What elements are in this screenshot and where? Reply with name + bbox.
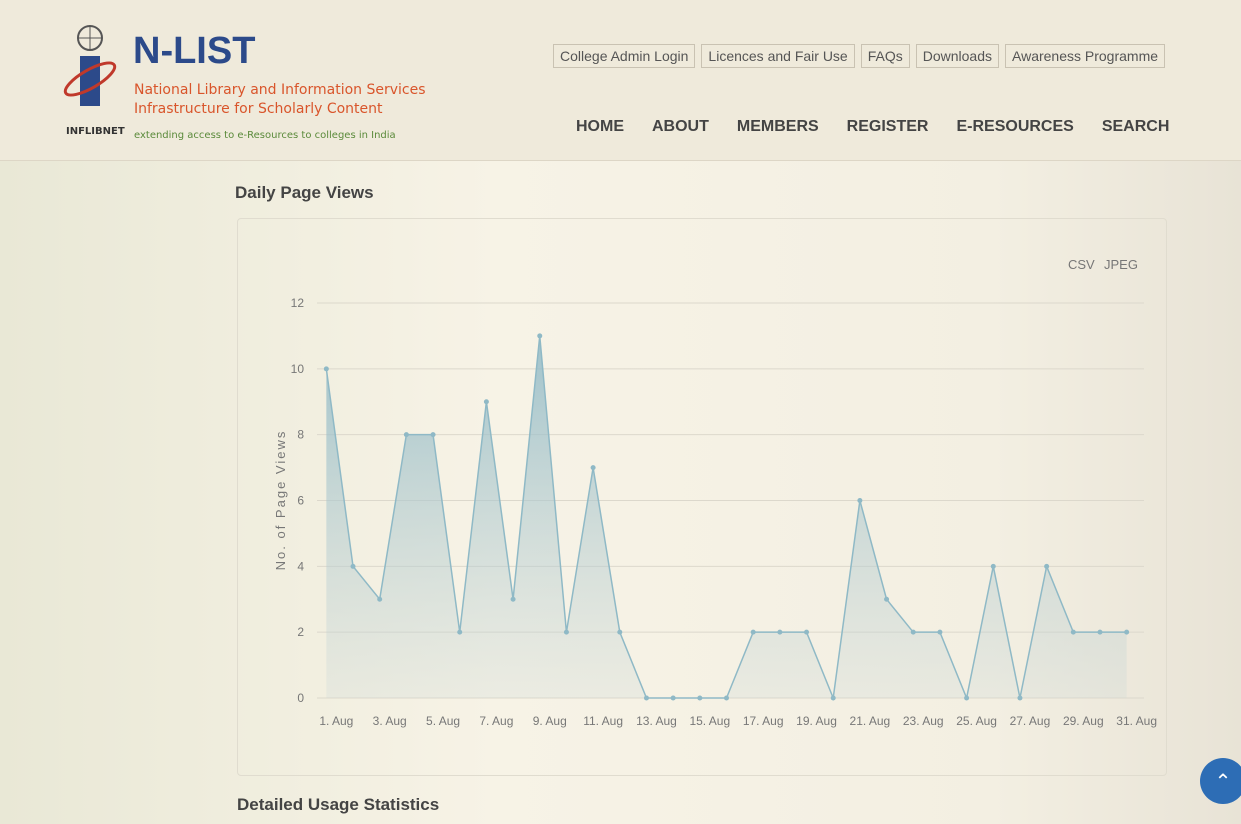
point: [884, 597, 889, 602]
point: [857, 498, 862, 503]
y-tick-label: 0: [297, 691, 304, 705]
page: INFLIBNET N-LIST National Library and In…: [0, 0, 1241, 824]
point: [991, 564, 996, 569]
y-tick-label: 6: [297, 494, 304, 508]
point: [537, 333, 542, 338]
y-tick-label: 12: [291, 296, 305, 310]
y-axis-title: No. of Page Views: [273, 430, 288, 571]
point: [484, 399, 489, 404]
point: [511, 597, 516, 602]
y-tick-label: 8: [297, 428, 304, 442]
y-tick-label: 10: [291, 362, 305, 376]
x-tick-label: 23. Aug: [903, 714, 944, 728]
x-tick-label: 17. Aug: [743, 714, 784, 728]
point: [324, 366, 329, 371]
point: [1071, 630, 1076, 635]
x-tick-label: 9. Aug: [533, 714, 567, 728]
area: [326, 336, 1126, 698]
point: [564, 630, 569, 635]
point: [1124, 630, 1129, 635]
x-tick-label: 3. Aug: [373, 714, 407, 728]
point: [1097, 630, 1102, 635]
point: [777, 630, 782, 635]
x-tick-label: 21. Aug: [850, 714, 891, 728]
x-tick-label: 1. Aug: [319, 714, 353, 728]
point: [1017, 696, 1022, 701]
point: [831, 696, 836, 701]
x-tick-label: 7. Aug: [479, 714, 513, 728]
x-tick-label: 29. Aug: [1063, 714, 1104, 728]
scroll-top-button[interactable]: ⌃: [1200, 758, 1241, 804]
point: [351, 564, 356, 569]
point: [911, 630, 916, 635]
y-tick-label: 2: [297, 625, 304, 639]
x-tick-label: 27. Aug: [1010, 714, 1051, 728]
point: [1044, 564, 1049, 569]
x-tick-label: 13. Aug: [636, 714, 677, 728]
y-tick-label: 4: [297, 559, 304, 573]
point: [644, 696, 649, 701]
point: [404, 432, 409, 437]
export-link[interactable]: JPEG: [1104, 257, 1138, 272]
point: [591, 465, 596, 470]
x-tick-label: 19. Aug: [796, 714, 837, 728]
x-tick-label: 5. Aug: [426, 714, 460, 728]
point: [431, 432, 436, 437]
x-tick-label: 25. Aug: [956, 714, 997, 728]
point: [697, 696, 702, 701]
point: [964, 696, 969, 701]
x-tick-label: 15. Aug: [689, 714, 730, 728]
chart: CSV JPEG No. of Page Views 0 2 4 6 8 10 12 1. A…: [0, 0, 1241, 824]
export-link[interactable]: CSV: [1068, 257, 1095, 272]
x-tick-label: 11. Aug: [583, 714, 623, 728]
point: [937, 630, 942, 635]
point: [804, 630, 809, 635]
x-tick-label: 31. Aug: [1116, 714, 1157, 728]
point: [377, 597, 382, 602]
point: [457, 630, 462, 635]
point: [724, 696, 729, 701]
point: [671, 696, 676, 701]
point: [617, 630, 622, 635]
point: [751, 630, 756, 635]
section-title: Detailed Usage Statistics: [237, 795, 439, 815]
